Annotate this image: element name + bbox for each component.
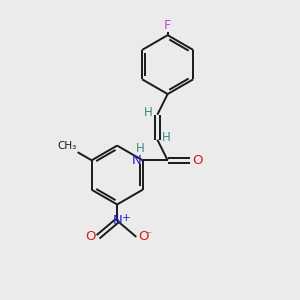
Text: +: + <box>122 213 131 223</box>
Text: O: O <box>138 230 148 243</box>
Text: H: H <box>136 142 145 155</box>
Text: O: O <box>86 230 96 243</box>
Text: N: N <box>112 214 122 227</box>
Text: H: H <box>162 131 171 144</box>
Text: O: O <box>192 154 202 167</box>
Text: H: H <box>144 106 153 119</box>
Text: ⁻: ⁻ <box>146 230 152 240</box>
Text: F: F <box>164 19 171 32</box>
Text: CH₃: CH₃ <box>57 141 76 151</box>
Text: N: N <box>131 154 141 167</box>
